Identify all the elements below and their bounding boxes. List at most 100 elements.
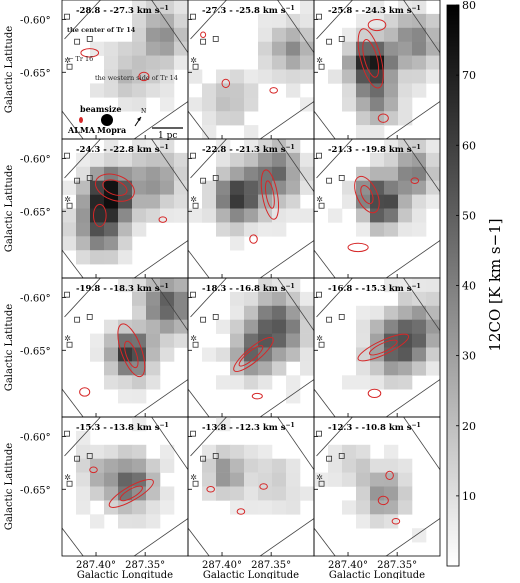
heat-cell bbox=[370, 208, 385, 223]
star-marker bbox=[200, 38, 207, 45]
boundary-line bbox=[151, 139, 188, 193]
heat-cell bbox=[104, 208, 119, 223]
heat-cell bbox=[202, 125, 217, 139]
boundary-line bbox=[314, 110, 336, 139]
star-marker bbox=[192, 341, 199, 348]
heat-cell bbox=[342, 97, 357, 112]
velocity-label: -19.8 - -18.3 km s−1 bbox=[76, 283, 169, 294]
co-contour bbox=[119, 485, 143, 502]
heat-cell bbox=[272, 361, 287, 376]
star-marker bbox=[316, 430, 322, 437]
heat-cell bbox=[258, 152, 273, 168]
heat-cell bbox=[384, 347, 399, 362]
heat-cell bbox=[118, 458, 133, 473]
heat-cell bbox=[398, 111, 413, 126]
heat-cell bbox=[398, 0, 413, 15]
colorbar-tick-label: 20 bbox=[462, 420, 476, 433]
heat-cell bbox=[426, 291, 440, 307]
heat-cell bbox=[384, 361, 399, 376]
heat-cell bbox=[356, 361, 371, 376]
heat-cell bbox=[398, 152, 413, 168]
heat-cell bbox=[258, 458, 273, 473]
star-marker bbox=[74, 455, 81, 462]
heat-cell bbox=[300, 333, 314, 348]
heat-cell bbox=[146, 180, 161, 195]
heat-cell bbox=[258, 27, 273, 42]
heat-cell bbox=[90, 194, 105, 209]
heat-cell bbox=[384, 194, 399, 209]
boundary-line bbox=[385, 517, 440, 556]
boundary-line bbox=[277, 0, 314, 54]
heat-cell bbox=[230, 222, 245, 237]
heat-cell bbox=[286, 139, 301, 154]
boundary-line bbox=[385, 100, 440, 139]
heat-cell bbox=[132, 375, 147, 390]
star-marker bbox=[318, 341, 325, 348]
heat-cell bbox=[272, 152, 287, 168]
heat-cell bbox=[398, 222, 413, 237]
heat-cell bbox=[300, 152, 314, 168]
heat-cell bbox=[160, 305, 175, 320]
co-contour bbox=[233, 336, 274, 373]
heat-cell bbox=[370, 222, 385, 237]
co-contour bbox=[206, 486, 215, 493]
heat-cell bbox=[76, 222, 91, 237]
star-marker bbox=[326, 177, 333, 184]
star-marker bbox=[192, 480, 199, 487]
heat-cell bbox=[118, 194, 133, 209]
heat-cell bbox=[244, 180, 259, 195]
heat-cell bbox=[132, 278, 147, 293]
boundary-line bbox=[277, 278, 314, 332]
heat-cell bbox=[398, 13, 413, 29]
co-contour bbox=[410, 177, 420, 184]
heat-cell bbox=[398, 305, 413, 320]
heat-cell bbox=[146, 305, 161, 320]
heat-cell bbox=[412, 222, 427, 237]
heat-cell bbox=[132, 361, 147, 376]
heat-cell bbox=[398, 97, 413, 112]
heat-cell bbox=[384, 278, 399, 293]
heat-cell bbox=[426, 347, 440, 362]
heat-cell bbox=[146, 41, 161, 56]
heat-cell bbox=[258, 500, 273, 515]
heat-cell bbox=[62, 180, 77, 195]
co-contour bbox=[94, 173, 135, 202]
heat-cell bbox=[286, 319, 301, 334]
boundary-line bbox=[133, 100, 188, 139]
heat-cell bbox=[398, 472, 413, 487]
heat-cell bbox=[412, 0, 427, 15]
heat-cell bbox=[90, 250, 105, 265]
heat-cell bbox=[384, 222, 399, 237]
heat-cell bbox=[76, 444, 91, 459]
heat-cell bbox=[314, 472, 329, 487]
heat-cell bbox=[104, 333, 119, 348]
heat-cell bbox=[384, 305, 399, 320]
heat-cell bbox=[356, 69, 371, 84]
boundary-line bbox=[259, 517, 314, 556]
heat-cell bbox=[426, 180, 440, 195]
heat-cell bbox=[146, 375, 161, 390]
co-contour bbox=[391, 517, 401, 525]
heat-cell bbox=[286, 41, 301, 56]
heat-cell bbox=[398, 319, 413, 334]
heat-cell bbox=[272, 166, 287, 181]
heat-cell bbox=[132, 291, 147, 307]
heat-cell bbox=[76, 250, 91, 265]
heat-cell bbox=[146, 69, 161, 84]
heat-cell bbox=[104, 347, 119, 362]
boundary-line bbox=[151, 0, 188, 54]
heat-cell bbox=[426, 152, 440, 168]
boundary-line bbox=[259, 378, 314, 417]
boundary-line bbox=[190, 417, 228, 457]
co-contour bbox=[367, 18, 387, 32]
heat-cell bbox=[370, 375, 385, 390]
y-tick-label: -0.60° bbox=[20, 154, 51, 165]
heat-cell bbox=[356, 222, 371, 237]
co-contour bbox=[108, 478, 154, 508]
heat-cell bbox=[146, 486, 161, 501]
heat-cell bbox=[146, 333, 161, 348]
heat-cell bbox=[272, 180, 287, 195]
heat-cell bbox=[426, 333, 440, 348]
co-contour bbox=[269, 87, 278, 94]
co-contour bbox=[377, 113, 389, 123]
